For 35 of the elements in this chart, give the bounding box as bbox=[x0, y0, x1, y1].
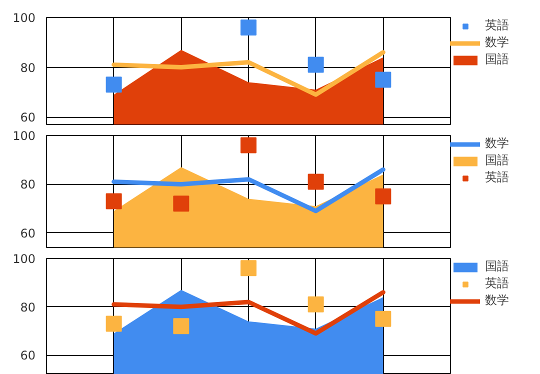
y-tick-label: 60 bbox=[20, 226, 36, 240]
point bbox=[106, 316, 122, 332]
point bbox=[173, 318, 190, 334]
legend-label: 英語 bbox=[485, 17, 509, 34]
line-series bbox=[112, 167, 386, 214]
point bbox=[308, 296, 324, 312]
y-tick-label: 60 bbox=[20, 348, 36, 363]
y-tick-label: 100 bbox=[12, 252, 36, 266]
y-tick-label: 80 bbox=[20, 300, 36, 314]
point bbox=[106, 76, 122, 93]
y-tick-label: 80 bbox=[20, 60, 36, 75]
point bbox=[240, 260, 256, 276]
legend-label: 数学 bbox=[485, 34, 509, 51]
legend-label: 数学 bbox=[485, 135, 509, 152]
point bbox=[308, 174, 324, 190]
y-tick-label: 60 bbox=[20, 110, 36, 125]
legend-label: 国語 bbox=[485, 51, 509, 68]
point bbox=[375, 310, 392, 327]
point bbox=[308, 56, 324, 73]
legend-label: 英語 bbox=[485, 169, 509, 186]
point bbox=[240, 19, 256, 36]
point bbox=[240, 137, 256, 154]
point bbox=[375, 72, 392, 88]
legend-label: 国語 bbox=[485, 152, 509, 169]
legend-label: 英語 bbox=[485, 275, 509, 292]
legend-label: 数学 bbox=[485, 292, 509, 309]
line-series bbox=[112, 290, 386, 336]
y-tick-label: 100 bbox=[12, 129, 36, 143]
y-tick-label: 80 bbox=[20, 178, 36, 192]
legend-label: 国語 bbox=[485, 258, 509, 275]
y-tick-label: 100 bbox=[12, 11, 36, 25]
point bbox=[106, 193, 122, 210]
point bbox=[173, 196, 190, 212]
point bbox=[375, 188, 392, 204]
line-series bbox=[112, 50, 386, 97]
